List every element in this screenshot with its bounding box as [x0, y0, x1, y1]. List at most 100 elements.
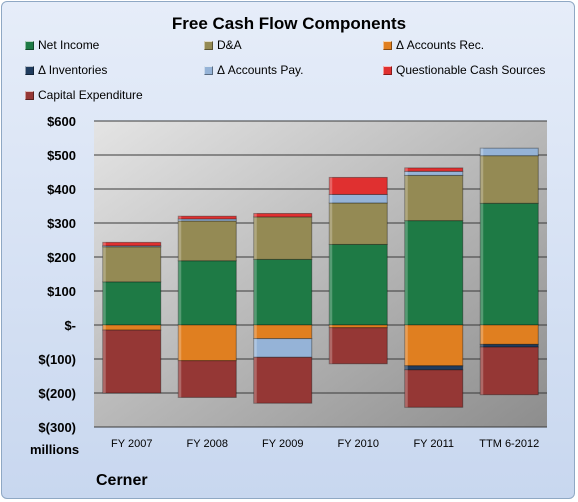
bar-accounts-pay-fy-2011	[404, 170, 464, 176]
y-tick-label: $100	[47, 284, 76, 299]
legend-label: D&A	[217, 38, 242, 52]
y-tick-label: $(100)	[38, 352, 76, 367]
bar-highlight	[329, 177, 333, 195]
x-tick-label: FY 2008	[187, 438, 228, 450]
bar-d-a-fy-2011	[404, 174, 464, 222]
bar-highlight	[404, 175, 408, 221]
bar-capital-expenditure-fy-2007	[102, 329, 162, 394]
bar-highlight	[404, 167, 408, 172]
legend-item-accounts-pay: Δ Accounts Pay.	[204, 63, 304, 77]
y-tick-label: $-	[64, 318, 76, 333]
bar-highlight	[329, 202, 333, 245]
bar-highlight	[253, 357, 257, 404]
legend-swatch	[204, 65, 213, 75]
bar-highlight	[178, 260, 182, 325]
bar-accounts-rec-fy-2007	[102, 324, 162, 331]
bar-questionable-cash-sources-fy-2010	[328, 176, 388, 195]
bar-highlight	[253, 213, 257, 217]
bar-highlight	[480, 203, 484, 325]
bar-questionable-cash-sources-fy-2011	[404, 167, 464, 172]
bar-net-income-fy-2011	[404, 220, 464, 326]
bar-d-a-ttm-6-2012	[479, 155, 539, 204]
bar-highlight	[253, 338, 257, 358]
x-tick-label: FY 2007	[111, 438, 152, 450]
y-tick-label: $600	[47, 114, 76, 129]
bar-accounts-pay-fy-2010	[328, 193, 388, 204]
bar-highlight	[253, 259, 257, 325]
legend-item-capital-expenditure: Capital Expenditure	[25, 88, 143, 102]
legend-item-d-a: D&A	[204, 38, 242, 52]
legend-label: Questionable Cash Sources	[396, 63, 546, 77]
bar-accounts-rec-fy-2011	[404, 324, 464, 367]
x-tick-label: FY 2010	[338, 438, 379, 450]
y-tick-label: $300	[47, 216, 76, 231]
bar-questionable-cash-sources-fy-2009	[253, 212, 313, 218]
bar-capital-expenditure-fy-2009	[253, 356, 313, 404]
legend-swatch	[25, 40, 34, 50]
bar-d-a-fy-2010	[328, 202, 388, 245]
bar-capital-expenditure-fy-2008	[177, 360, 237, 398]
bar-questionable-cash-sources-fy-2007	[102, 241, 162, 247]
legend-label: Capital Expenditure	[38, 88, 143, 102]
bar-accounts-rec-fy-2009	[253, 324, 313, 340]
legend-item-accounts-rec: Δ Accounts Rec.	[383, 38, 484, 52]
bar-highlight	[329, 194, 333, 203]
bar-d-a-fy-2009	[253, 216, 313, 260]
legend-item-inventories: Δ Inventories	[25, 63, 107, 77]
legend-label: Δ Accounts Pay.	[217, 63, 304, 77]
bar-highlight	[102, 245, 106, 247]
bar-highlight	[329, 244, 333, 325]
bar-d-a-fy-2007	[102, 246, 162, 283]
x-tick-label: FY 2009	[262, 438, 303, 450]
bar-highlight	[404, 365, 408, 370]
bar-highlight	[404, 171, 408, 176]
bar-accounts-pay-fy-2009	[253, 338, 313, 358]
bar-highlight	[480, 155, 484, 204]
chart-title: Free Cash Flow Components	[171, 14, 407, 33]
units-label: millions	[30, 442, 80, 457]
legend-swatch	[383, 65, 392, 75]
y-tick-label: $(300)	[38, 420, 76, 435]
legend-label: Δ Inventories	[38, 63, 108, 77]
bar-highlight	[480, 344, 484, 348]
bar-net-income-fy-2009	[253, 258, 313, 326]
bar-accounts-pay-ttm-6-2012	[479, 147, 539, 157]
legend-swatch	[25, 65, 34, 75]
bar-highlight	[178, 218, 182, 221]
bar-highlight	[102, 281, 106, 325]
y-tick-label: $200	[47, 250, 76, 265]
y-tick-label: $500	[47, 148, 76, 163]
bar-highlight	[480, 148, 484, 156]
bar-highlight	[480, 325, 484, 345]
legend-item-questionable-cash-sources: Questionable Cash Sources	[383, 63, 545, 77]
bar-net-income-fy-2008	[177, 260, 237, 326]
bar-highlight	[404, 325, 408, 366]
x-tick-label: TTM 6-2012	[479, 438, 539, 450]
plot-background	[94, 121, 547, 427]
bar-d-a-fy-2008	[177, 220, 237, 262]
bar-net-income-fy-2010	[328, 243, 388, 326]
bar-net-income-fy-2007	[102, 281, 162, 326]
bar-highlight	[102, 325, 106, 331]
bar-inventories-fy-2011	[404, 365, 464, 371]
bar-capital-expenditure-fy-2011	[404, 369, 464, 408]
legend-label: Net Income	[38, 38, 100, 52]
legend-label: Δ Accounts Rec.	[396, 38, 485, 52]
bar-highlight	[178, 220, 182, 261]
bar-highlight	[404, 220, 408, 325]
bar-highlight	[102, 242, 106, 246]
bar-highlight	[329, 325, 333, 328]
bar-highlight	[102, 246, 106, 282]
bar-accounts-rec-ttm-6-2012	[479, 324, 539, 345]
x-tick-label: FY 2011	[413, 438, 454, 450]
bar-accounts-rec-fy-2008	[177, 324, 237, 362]
bar-highlight	[480, 347, 484, 395]
y-tick-label: $(200)	[38, 386, 76, 401]
legend-swatch	[25, 90, 34, 100]
bar-capital-expenditure-fy-2010	[328, 327, 388, 365]
bar-net-income-ttm-6-2012	[479, 202, 539, 326]
bar-highlight	[178, 216, 182, 219]
legend-item-net-income: Net Income	[25, 38, 99, 52]
bar-highlight	[253, 325, 257, 339]
